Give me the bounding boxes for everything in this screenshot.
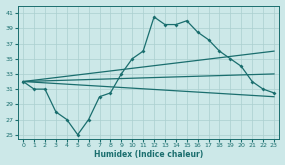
- X-axis label: Humidex (Indice chaleur): Humidex (Indice chaleur): [94, 150, 203, 159]
